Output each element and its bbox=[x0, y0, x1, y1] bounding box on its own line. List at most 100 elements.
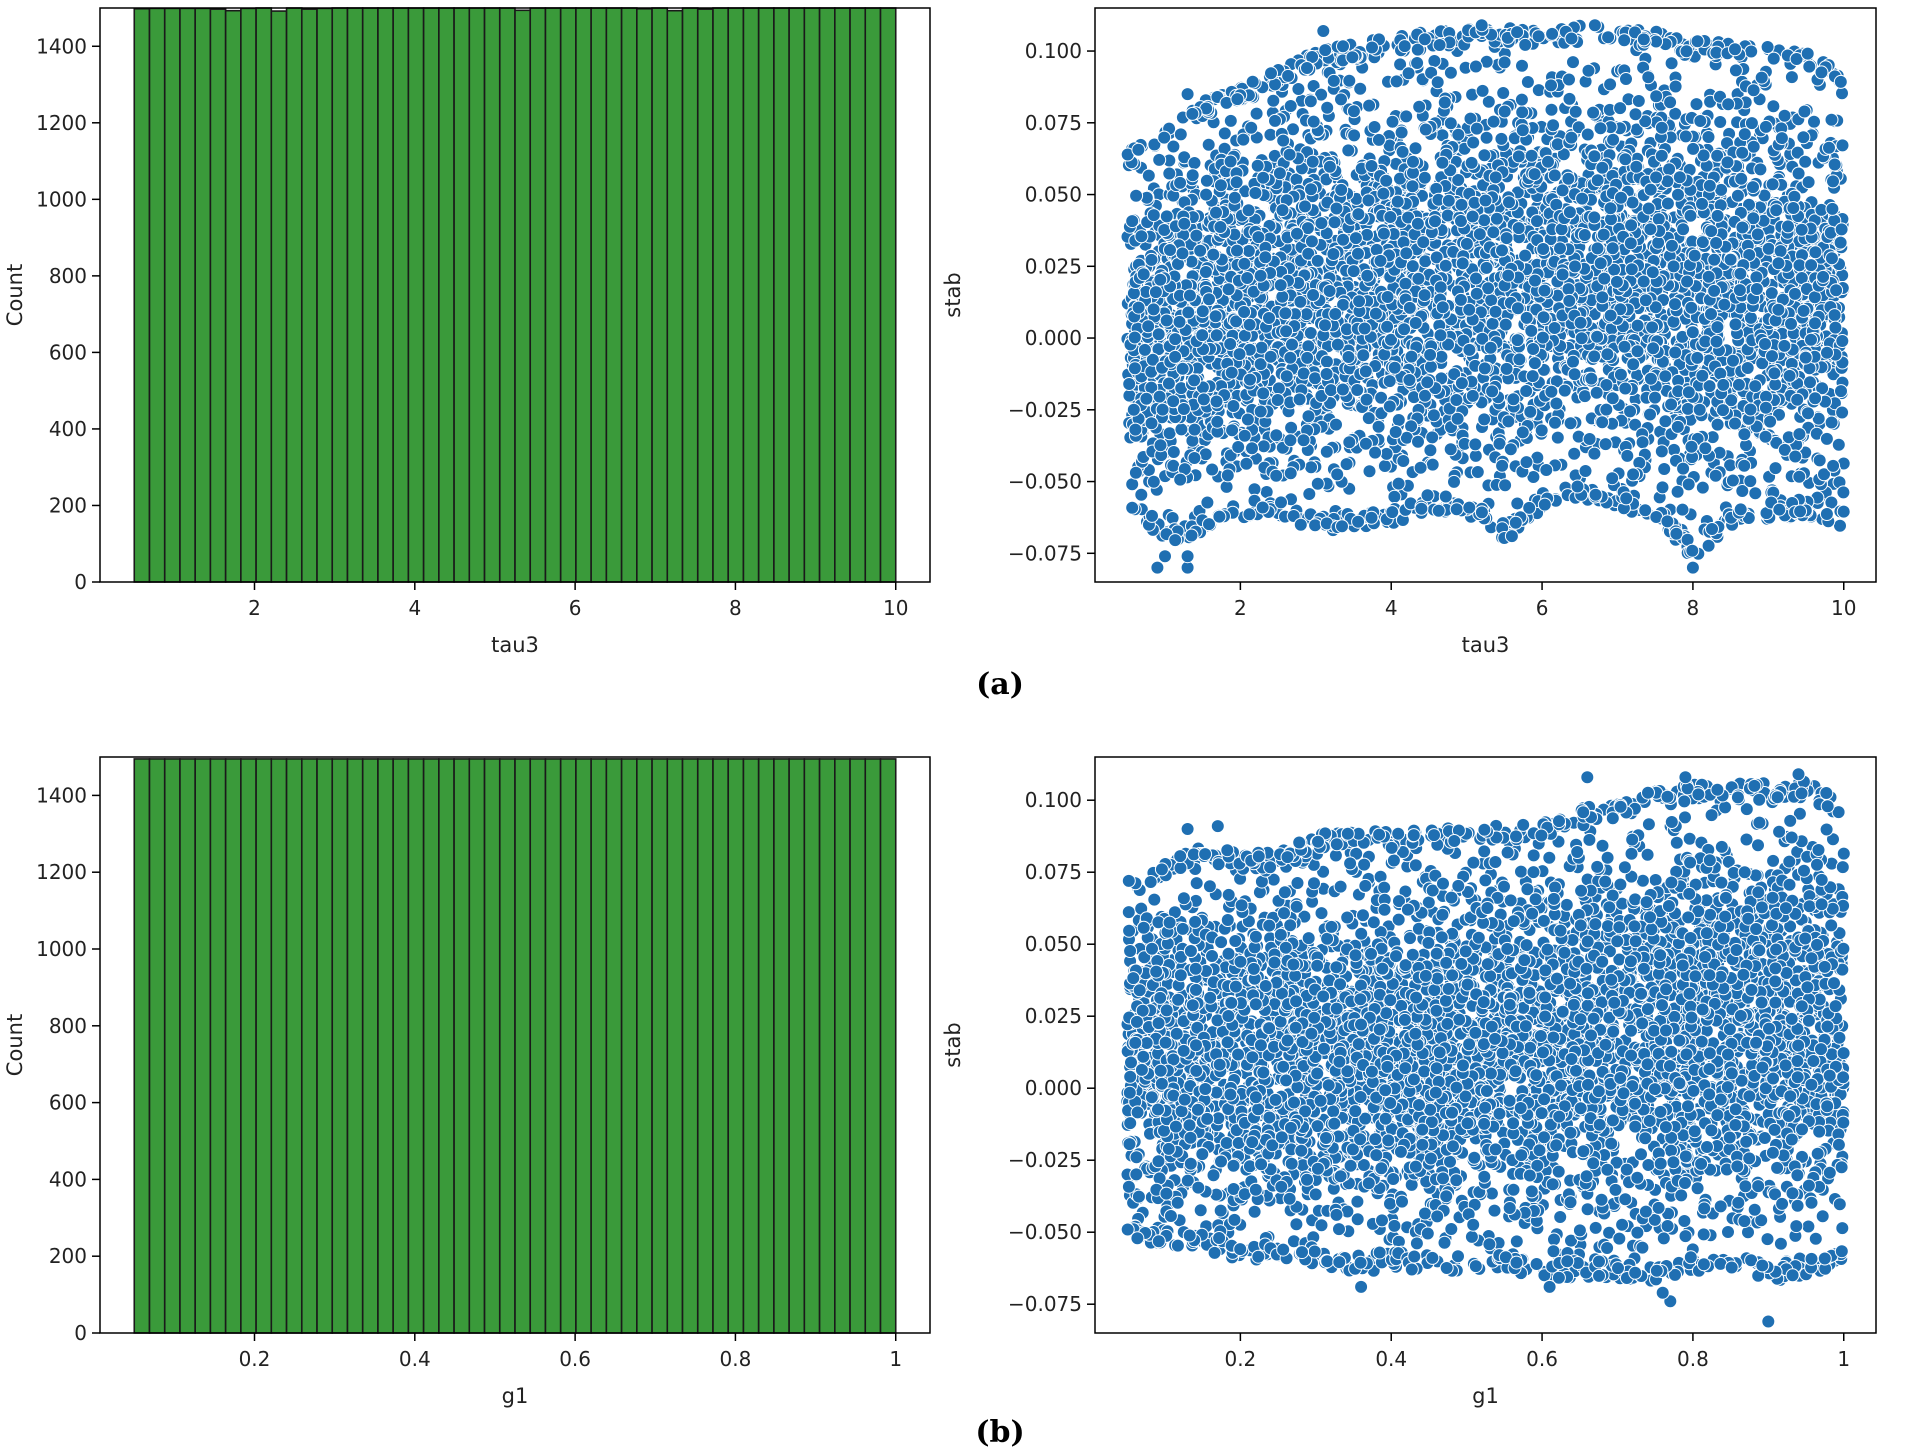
histogram-bar bbox=[666, 9, 684, 583]
scatter-point bbox=[1336, 232, 1351, 247]
scatter-point bbox=[1266, 93, 1281, 108]
scatter-point bbox=[1498, 317, 1513, 332]
scatter-point bbox=[1590, 241, 1605, 256]
scatter-point bbox=[1566, 354, 1580, 369]
scatter-point bbox=[1405, 259, 1420, 274]
histogram-bar bbox=[285, 7, 303, 583]
scatter-point bbox=[1824, 415, 1839, 430]
scatter-point bbox=[1593, 256, 1608, 271]
scatter-point bbox=[1716, 377, 1731, 392]
scatter-point bbox=[1672, 170, 1687, 185]
scatter-point bbox=[1319, 444, 1334, 459]
scatter-point bbox=[1469, 271, 1483, 286]
scatter-point bbox=[1199, 187, 1214, 202]
scatter-point bbox=[1568, 104, 1583, 119]
scatter-point bbox=[1695, 480, 1710, 495]
scatter-point bbox=[1282, 147, 1297, 162]
scatter-point bbox=[1670, 484, 1685, 499]
scatter-point bbox=[1613, 367, 1628, 382]
scatter-point bbox=[1451, 127, 1466, 142]
scatter-point bbox=[1664, 238, 1679, 253]
scatter-point bbox=[1371, 132, 1386, 147]
scatter-point bbox=[1454, 376, 1469, 391]
scatter-point bbox=[1494, 131, 1509, 146]
scatter-point bbox=[1744, 116, 1759, 131]
scatter-point bbox=[1618, 152, 1633, 167]
scatter-point bbox=[1523, 404, 1538, 419]
histogram-bar bbox=[514, 9, 532, 583]
scatter-point bbox=[1477, 412, 1492, 427]
scatter-point bbox=[1368, 445, 1383, 460]
scatter-point bbox=[1285, 337, 1299, 352]
scatter-point bbox=[1166, 139, 1181, 154]
scatter-point bbox=[1820, 345, 1834, 360]
scatter-point bbox=[1225, 423, 1240, 438]
histogram-bar bbox=[163, 7, 181, 583]
scatter-point bbox=[1655, 480, 1670, 495]
scatter-point bbox=[1275, 289, 1290, 304]
scatter-point bbox=[1244, 120, 1259, 135]
x-axis-label: tau3 bbox=[491, 633, 539, 657]
scatter-tau3-stab: 0.1000.0750.0500.0250.000−0.025−0.050−0.… bbox=[941, 7, 1877, 657]
scatter-point bbox=[1209, 394, 1224, 409]
scatter-point bbox=[1514, 92, 1529, 107]
scatter-point bbox=[1735, 145, 1750, 160]
scatter-point bbox=[1512, 352, 1527, 367]
scatter-point bbox=[1198, 265, 1213, 279]
scatter-point bbox=[1710, 208, 1725, 223]
scatter-point bbox=[1515, 425, 1530, 440]
scatter-point bbox=[1819, 431, 1834, 446]
scatter-point bbox=[1201, 137, 1216, 152]
scatter-point bbox=[1728, 63, 1743, 78]
scatter-point bbox=[1773, 244, 1788, 259]
scatter-point bbox=[1477, 148, 1492, 163]
scatter-point bbox=[1771, 256, 1786, 271]
histogram-bar bbox=[194, 7, 212, 583]
scatter-point bbox=[1804, 332, 1818, 347]
scatter-point bbox=[1122, 388, 1137, 403]
histogram-bar bbox=[483, 7, 501, 583]
scatter-point bbox=[1748, 486, 1763, 501]
scatter-point bbox=[1497, 55, 1512, 70]
scatter-point bbox=[1825, 201, 1840, 216]
scatter-point bbox=[1152, 152, 1167, 167]
scatter-point bbox=[1308, 371, 1322, 386]
histogram-bar bbox=[392, 7, 410, 583]
scatter-point bbox=[1680, 401, 1695, 416]
scatter-point bbox=[1447, 474, 1461, 489]
scatter-point bbox=[1544, 78, 1558, 93]
scatter-point bbox=[1801, 175, 1816, 190]
scatter-point bbox=[1737, 427, 1752, 442]
scatter-point bbox=[1462, 342, 1477, 357]
scatter-point bbox=[1833, 235, 1848, 250]
scatter-point bbox=[1223, 154, 1238, 169]
scatter-point bbox=[1249, 106, 1264, 121]
scatter-point bbox=[1159, 313, 1174, 328]
scatter-point bbox=[1733, 266, 1748, 281]
scatter-point bbox=[1346, 104, 1361, 119]
histogram-bar bbox=[361, 7, 379, 583]
histogram-bar bbox=[224, 9, 242, 583]
scatter-point bbox=[1362, 464, 1377, 479]
scatter-point bbox=[1223, 337, 1238, 351]
scatter-point bbox=[1330, 337, 1345, 352]
scatter-point bbox=[1137, 342, 1152, 357]
scatter-point bbox=[1279, 369, 1294, 384]
scatter-point bbox=[1777, 338, 1792, 353]
scatter-point bbox=[1128, 422, 1143, 437]
scatter-point bbox=[1443, 116, 1458, 131]
scatter-point bbox=[1784, 70, 1799, 85]
scatter-point bbox=[1630, 344, 1645, 359]
scatter-point bbox=[1735, 484, 1750, 498]
scatter-point bbox=[1536, 242, 1551, 256]
scatter-point bbox=[1567, 446, 1582, 461]
scatter-point bbox=[1707, 283, 1722, 298]
scatter-point bbox=[1166, 458, 1181, 473]
scatter-point bbox=[1479, 260, 1494, 275]
scatter-point bbox=[1797, 104, 1812, 119]
scatter-point bbox=[1617, 339, 1632, 354]
scatter-point bbox=[1834, 222, 1849, 237]
scatter-point bbox=[1717, 297, 1732, 312]
histogram-bar bbox=[879, 7, 897, 583]
